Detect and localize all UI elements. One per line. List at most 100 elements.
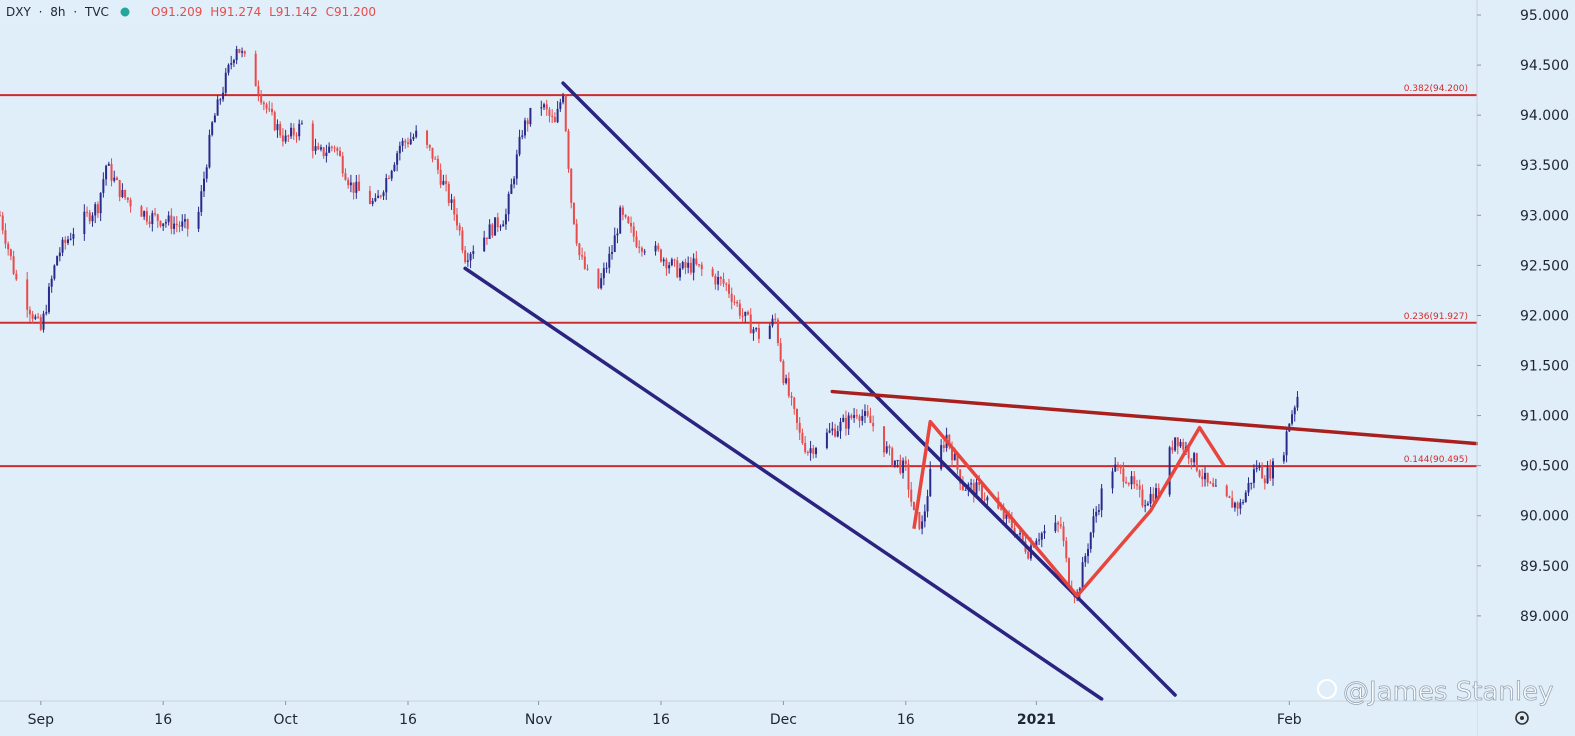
candle-body xyxy=(31,314,34,319)
candle-body xyxy=(183,219,186,222)
market-status-icon[interactable] xyxy=(120,7,130,17)
candle-body xyxy=(1168,447,1171,495)
legend-interval: 8h xyxy=(50,5,65,19)
candle-body xyxy=(1236,502,1239,509)
candle-body xyxy=(793,397,796,409)
resistance-trendline-line[interactable] xyxy=(830,389,1479,446)
time-tick-label: Feb xyxy=(1277,712,1302,728)
candle-body xyxy=(431,147,434,159)
candle-body xyxy=(12,256,15,274)
candle-body xyxy=(219,99,222,101)
candle-body xyxy=(719,277,722,280)
candle-body xyxy=(741,315,744,317)
price-tick-label: 95.000 xyxy=(1520,8,1569,24)
pattern-zigzag[interactable] xyxy=(912,419,1226,598)
candle-body xyxy=(850,415,853,418)
candle-body xyxy=(556,108,559,123)
candle-body xyxy=(466,260,469,262)
candle-body xyxy=(700,264,703,270)
candle-body xyxy=(999,508,1002,510)
candle-body xyxy=(812,448,815,455)
candle-body xyxy=(888,446,891,449)
candle-body xyxy=(1149,493,1152,504)
candle-body xyxy=(143,211,146,217)
candle-body xyxy=(972,483,975,496)
candle-body xyxy=(504,214,507,225)
candle-body xyxy=(472,251,475,254)
candle-body xyxy=(1266,467,1269,484)
candle-body xyxy=(164,222,167,224)
candle-body xyxy=(1005,513,1008,519)
fib-levels: 0.382(94.200) 0.236(91.927) 0.144(90.495) xyxy=(0,84,1477,468)
candle-body xyxy=(371,200,374,204)
candle-body xyxy=(518,136,521,155)
candle-body xyxy=(526,120,529,125)
candle-body xyxy=(866,411,869,416)
candle-body xyxy=(605,267,608,269)
candle-body xyxy=(1054,522,1057,531)
candle-body xyxy=(689,262,692,273)
settings-button[interactable] xyxy=(1515,711,1529,725)
candle-body xyxy=(260,94,263,103)
candle-body xyxy=(1146,503,1149,506)
legend-source: TVC xyxy=(84,5,109,19)
candle-body xyxy=(34,316,37,319)
candle-body xyxy=(986,497,989,501)
fib-level-label: 0.382(94.200) xyxy=(1404,84,1468,94)
candle-body xyxy=(553,116,556,123)
candle-body xyxy=(1179,442,1182,447)
candle-body xyxy=(782,361,785,384)
candle-body xyxy=(964,489,967,491)
candle-body xyxy=(611,252,614,254)
time-axis[interactable]: Sep 16 Oct 16 Nov 16 Dec 16 2021 Feb xyxy=(0,701,1477,736)
price-axis[interactable]: 95.000 94.500 94.000 93.500 93.000 92.500 92.0… xyxy=(1477,0,1575,736)
candle-body xyxy=(953,454,956,461)
candle-body xyxy=(265,104,268,109)
candle-body xyxy=(436,158,439,170)
candle-body xyxy=(37,316,40,318)
candle-body xyxy=(1127,483,1130,485)
candle-body xyxy=(211,122,214,135)
legend-separator: · xyxy=(73,5,77,19)
candle-body xyxy=(1122,468,1125,482)
candle-body xyxy=(1228,496,1231,498)
channel-lower-line[interactable] xyxy=(463,266,1104,701)
candle-body xyxy=(491,224,494,236)
candle-body xyxy=(695,258,698,265)
candle-body xyxy=(559,102,562,109)
candle-body xyxy=(287,135,290,137)
candle-body xyxy=(902,460,905,473)
candle-body xyxy=(159,220,162,227)
candle-body xyxy=(638,246,641,248)
candle-body xyxy=(96,204,99,214)
candle-body xyxy=(235,49,238,61)
candle-body xyxy=(869,415,872,423)
candle-body xyxy=(768,325,771,339)
candle-body xyxy=(757,328,760,339)
candle-body xyxy=(507,193,510,215)
candle-body xyxy=(254,53,257,87)
candle-body xyxy=(99,192,102,214)
candle-body xyxy=(624,214,627,217)
candle-body xyxy=(382,192,385,197)
candle-body xyxy=(776,319,779,344)
gear-icon[interactable] xyxy=(1515,711,1529,725)
candle-body xyxy=(483,237,486,252)
candle-body xyxy=(300,123,303,125)
candle-body xyxy=(1263,478,1266,484)
candle-body xyxy=(513,178,516,185)
candle-body xyxy=(581,255,584,257)
candle-body xyxy=(439,169,442,185)
candle-body xyxy=(910,489,913,502)
candle-body xyxy=(322,147,325,156)
candle-body xyxy=(727,284,730,294)
candle-body xyxy=(72,234,75,239)
candle-body xyxy=(311,123,314,151)
candle-body xyxy=(1021,533,1024,542)
candle-body xyxy=(842,417,845,422)
candle-body xyxy=(284,135,287,142)
candle-body xyxy=(88,212,91,222)
candle-body xyxy=(630,223,633,227)
candle-body xyxy=(56,256,59,266)
